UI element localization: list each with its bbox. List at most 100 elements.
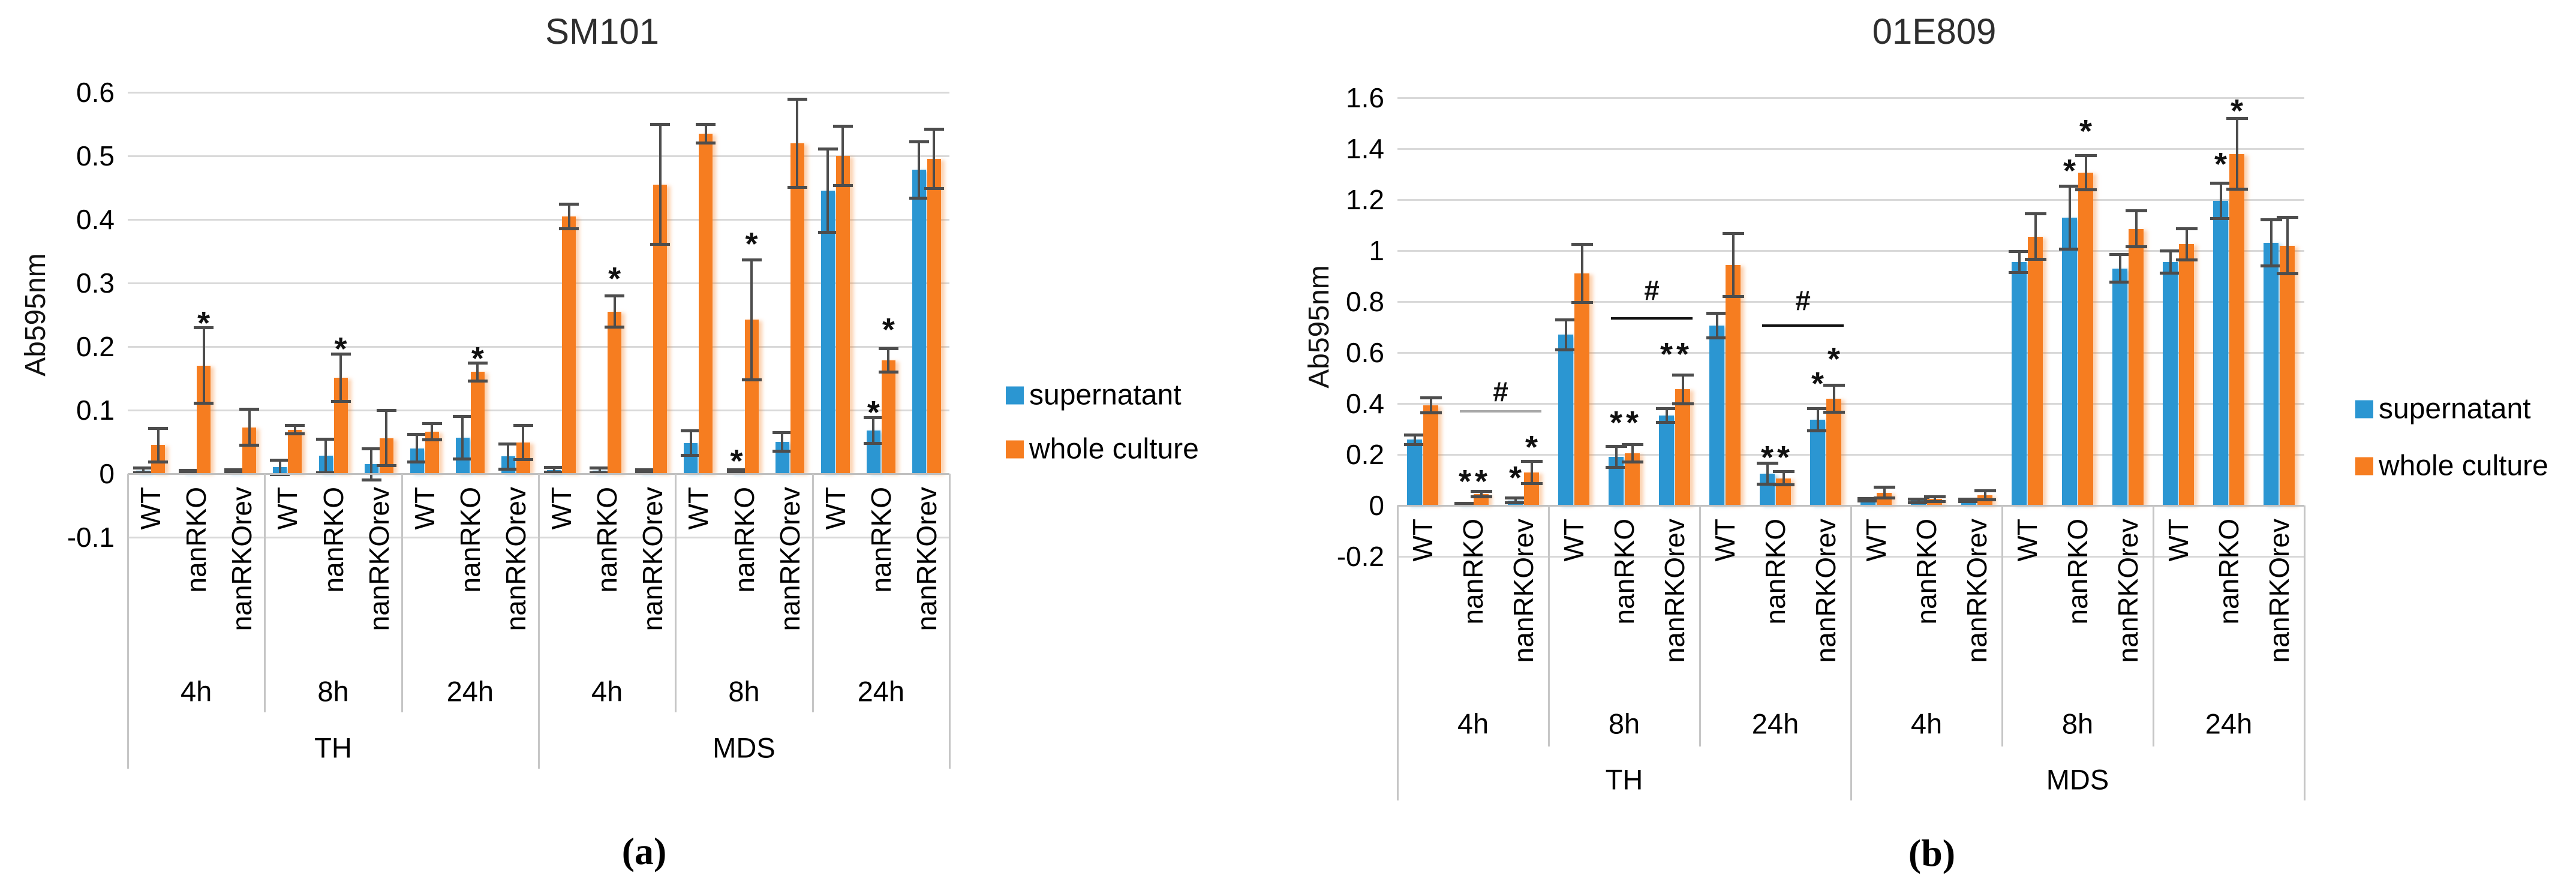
significance-star: * <box>1660 336 1673 372</box>
error-bar-cap-top <box>2210 182 2232 185</box>
error-bar-cap-bottom <box>1706 336 1728 340</box>
significance-star: * <box>2063 152 2076 189</box>
error-bar-cap-top <box>2276 215 2298 219</box>
error-bar-cap-bottom <box>681 454 701 457</box>
significance-bracket-line <box>1611 317 1693 320</box>
bar-whole-culture <box>927 159 941 474</box>
error-bar-cap-bottom <box>1571 301 1593 305</box>
error-bar-cap-bottom <box>2058 247 2081 251</box>
bar-whole-culture <box>242 427 257 474</box>
error-bar-cap-top <box>1907 497 1929 501</box>
error-bar-cap-bottom <box>376 464 396 468</box>
bar-supernatant <box>2163 262 2178 505</box>
legend-label: whole culture <box>1029 433 1199 465</box>
category-divider <box>2001 505 2003 746</box>
media-label: TH <box>1605 763 1643 796</box>
error-bar-cap-top <box>2109 253 2131 257</box>
genotype-label: nanRKOrev <box>1810 519 1841 663</box>
error-bar-cap-bottom <box>817 231 838 234</box>
legend-label: whole culture <box>2379 450 2548 482</box>
error-bar-cap-top <box>452 414 473 418</box>
y-tick-label: 0 <box>1369 490 1384 521</box>
error-bar-line <box>461 416 464 459</box>
error-bar-cap-top <box>133 466 154 470</box>
error-bar-cap-bottom <box>239 444 260 447</box>
error-bar-cap-bottom <box>1958 500 1980 504</box>
error-bar-cap-bottom <box>1420 411 1442 414</box>
error-bar-line <box>567 203 570 229</box>
category-divider <box>1850 505 1852 800</box>
error-bar-line <box>187 469 190 474</box>
error-bar-line <box>202 327 205 404</box>
error-bar-cap-top <box>605 294 625 298</box>
error-bar-cap-bottom <box>2109 281 2131 284</box>
bar-supernatant <box>2012 262 2027 505</box>
significance-star: * <box>1525 429 1538 465</box>
error-bar-cap-top <box>1823 383 1845 387</box>
error-bar-line <box>293 425 296 435</box>
error-bar-cap-bottom <box>559 227 579 230</box>
error-bar-cap-bottom <box>650 243 671 246</box>
genotype-label: WT <box>1407 519 1438 562</box>
error-bar-line <box>2270 219 2273 267</box>
error-bar-line <box>644 469 647 473</box>
error-bar-line <box>324 438 327 473</box>
error-bar-cap-top <box>407 433 427 437</box>
error-bar-cap-top <box>224 468 245 471</box>
error-bar-cap-top <box>239 407 260 411</box>
error-bar-cap-bottom <box>909 197 929 200</box>
error-bar-cap-top <box>194 326 214 330</box>
error-bar-cap-bottom <box>1722 294 1744 298</box>
y-tick-label: 1 <box>1369 235 1384 266</box>
error-bar-cap-bottom <box>2008 270 2030 274</box>
error-bar-cap-bottom <box>2260 264 2282 268</box>
whole-culture-swatch-icon <box>1006 440 1024 458</box>
time-label: 4h <box>181 675 212 708</box>
whole-culture-swatch-icon <box>2355 457 2373 475</box>
error-bar-cap-top <box>2125 209 2147 213</box>
error-bar-line <box>1580 244 1583 303</box>
error-bar-cap-top <box>179 468 199 472</box>
error-bar-line <box>278 459 281 475</box>
category-divider <box>1548 505 1550 746</box>
error-bar-cap-bottom <box>2175 258 2198 262</box>
error-bar-cap-top <box>544 466 564 469</box>
error-bar-cap-top <box>285 424 305 428</box>
time-label: 24h <box>2205 708 2253 740</box>
error-bar-cap-bottom <box>2276 272 2298 276</box>
y-tick-label: -0.2 <box>1336 541 1384 572</box>
time-label: 8h <box>1608 708 1640 740</box>
significance-hash: # <box>1795 284 1811 316</box>
significance-star: * <box>1474 463 1488 500</box>
error-bar-line <box>2034 213 2037 260</box>
error-bar-cap-bottom <box>224 471 245 474</box>
error-bar-cap-bottom <box>148 460 169 463</box>
error-bar-cap-top <box>513 424 533 428</box>
error-bar-cap-bottom <box>1907 501 1929 504</box>
time-label: 8h <box>2061 708 2094 740</box>
error-bar-line <box>2169 251 2172 274</box>
error-bar-cap-top <box>1555 318 1577 321</box>
error-bar-cap-top <box>909 140 929 143</box>
genotype-label: WT <box>2012 519 2043 562</box>
error-bar-line <box>1564 319 1567 350</box>
error-bar-cap-top <box>1706 311 1728 315</box>
significance-hash: # <box>1493 375 1508 407</box>
error-bar-cap-top <box>2058 184 2081 188</box>
significance-star: * <box>882 311 895 348</box>
bar-whole-culture <box>470 372 485 474</box>
error-bar-line <box>2219 183 2222 219</box>
time-label: 4h <box>1457 708 1489 740</box>
gridline <box>128 155 949 157</box>
error-bar-cap-bottom <box>2125 245 2147 249</box>
bar-whole-culture <box>790 143 804 474</box>
error-bar-cap-bottom <box>772 449 792 453</box>
error-bar-cap-bottom <box>1555 348 1577 351</box>
error-bar-line <box>872 417 875 444</box>
time-label: 24h <box>1751 708 1799 740</box>
category-divider <box>2153 505 2154 746</box>
media-label: MDS <box>2046 763 2109 796</box>
error-bar-cap-top <box>1873 486 1895 489</box>
bar-supernatant <box>684 443 698 474</box>
